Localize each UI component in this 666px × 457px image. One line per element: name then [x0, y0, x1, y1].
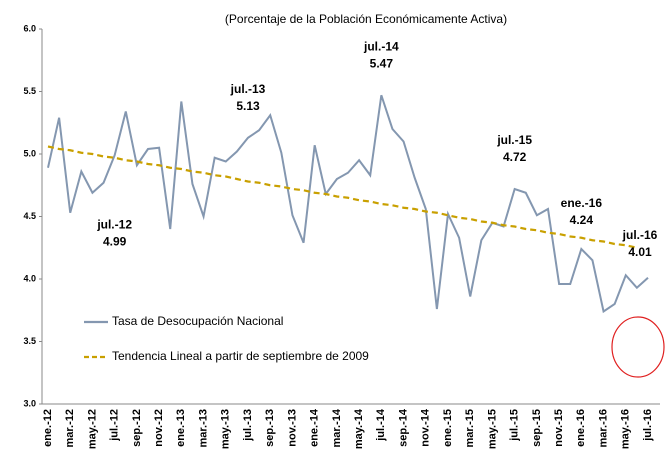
x-tick-label: ene.-15 [442, 409, 454, 447]
x-tick-label: nov.-14 [420, 408, 432, 447]
data-line [47, 94, 649, 314]
y-tick-label: 3.5 [23, 336, 36, 346]
x-tick-label: nov.-15 [553, 409, 565, 447]
x-tick-label: nov.-12 [153, 409, 165, 447]
x-tick-label: sep.-14 [397, 408, 409, 447]
x-tick-label: may.-16 [620, 409, 632, 449]
y-tick-label: 3.0 [23, 398, 36, 408]
highlight-circle [611, 316, 665, 378]
y-tick-label: 4.0 [23, 273, 36, 283]
x-tick-label: may.-15 [486, 409, 498, 449]
x-tick-label: jul.-12 [109, 409, 121, 442]
annotation-label: ene.-16 [561, 196, 603, 210]
x-tick-label: ene.-14 [309, 408, 321, 447]
annotation-label: jul.-13 [230, 82, 266, 96]
annotation-value: 4.01 [628, 245, 652, 259]
annotation-value: 4.24 [570, 213, 594, 227]
annotation-label: jul.-15 [496, 133, 532, 147]
legend-label: Tasa de Desocupación Nacional [112, 314, 283, 328]
annotation-value: 4.99 [103, 234, 127, 248]
x-tick-label: may.-14 [353, 408, 365, 449]
x-tick-label: ene.-16 [575, 409, 587, 447]
x-tick-label: ene.-13 [175, 409, 187, 447]
x-tick-label: sep.-12 [131, 409, 143, 447]
annotation-value: 5.47 [370, 56, 394, 70]
y-tick-label: 4.5 [23, 211, 36, 221]
x-tick-label: may.-12 [86, 409, 98, 449]
x-tick-label: mar.-16 [597, 409, 609, 448]
x-tick-label: mar.-14 [331, 408, 343, 447]
x-tick-label: mar.-15 [464, 409, 476, 448]
y-tick-label: 6.0 [23, 23, 36, 33]
chart-subtitle: (Porcentaje de la Población Económicamen… [225, 12, 507, 26]
x-tick-label: nov.-13 [286, 409, 298, 447]
y-tick-label: 5.0 [23, 148, 36, 158]
annotation-value: 5.13 [236, 99, 260, 113]
x-tick-label: sep.-15 [531, 409, 543, 447]
legend-label: Tendencia Lineal a partir de septiembre … [112, 349, 369, 363]
x-tick-label: may.-13 [220, 409, 232, 449]
x-tick-label: jul.-13 [242, 409, 254, 442]
annotation-label: jul.-14 [363, 39, 399, 53]
annotation-label: jul.-16 [622, 228, 658, 242]
annotation-label: jul.-12 [96, 217, 132, 231]
x-tick-label: jul.-16 [642, 409, 654, 442]
y-tick-label: 5.5 [23, 86, 36, 96]
x-tick-label: jul.-15 [509, 409, 521, 442]
x-tick-label: sep.-13 [264, 409, 276, 447]
x-tick-label: mar.-13 [197, 409, 209, 448]
x-tick-label: jul.-14 [375, 408, 387, 442]
annotation-value: 4.72 [503, 150, 527, 164]
x-tick-label: ene.-12 [42, 409, 54, 447]
x-tick-label: mar.-12 [64, 409, 76, 448]
